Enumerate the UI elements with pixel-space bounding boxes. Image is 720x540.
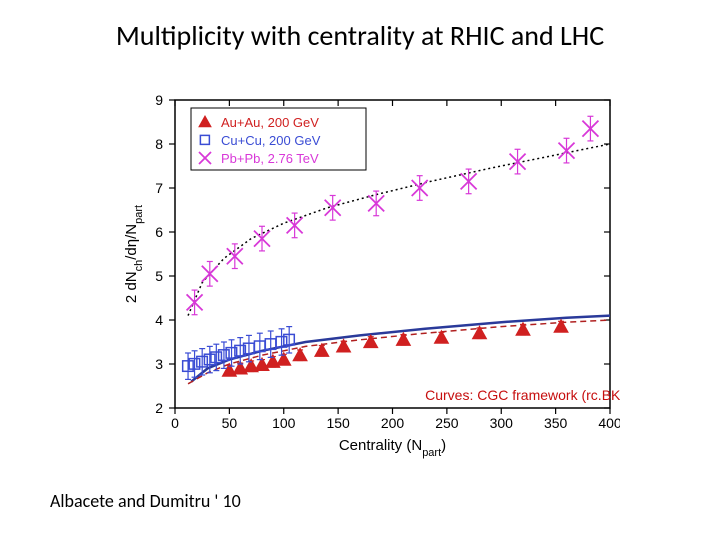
svg-text:7: 7 — [155, 180, 163, 196]
svg-text:200: 200 — [381, 415, 405, 431]
multiplicity-chart: 05010015020025030035040023456789Centrali… — [120, 90, 620, 460]
svg-text:0: 0 — [171, 415, 179, 431]
svg-text:4: 4 — [155, 312, 163, 328]
svg-text:3: 3 — [155, 356, 163, 372]
svg-text:Au+Au, 200 GeV: Au+Au, 200 GeV — [221, 115, 319, 130]
svg-text:8: 8 — [155, 136, 163, 152]
page-title: Multiplicity with centrality at RHIC and… — [0, 18, 720, 53]
svg-text:5: 5 — [155, 268, 163, 284]
svg-text:300: 300 — [490, 415, 514, 431]
svg-text:350: 350 — [544, 415, 568, 431]
svg-text:50: 50 — [222, 415, 238, 431]
svg-text:Curves: CGC framework (rc.BK): Curves: CGC framework (rc.BK) — [425, 387, 620, 403]
svg-text:6: 6 — [155, 224, 163, 240]
svg-text:100: 100 — [272, 415, 296, 431]
citation: Albacete and Dumitru ' 10 — [50, 490, 241, 512]
svg-text:150: 150 — [326, 415, 350, 431]
svg-text:Pb+Pb, 2.76 TeV: Pb+Pb, 2.76 TeV — [221, 151, 319, 166]
svg-text:400: 400 — [598, 415, 620, 431]
svg-text:9: 9 — [155, 92, 163, 108]
svg-text:Cu+Cu, 200 GeV: Cu+Cu, 200 GeV — [221, 133, 321, 148]
svg-text:250: 250 — [435, 415, 459, 431]
svg-text:2: 2 — [155, 400, 163, 416]
